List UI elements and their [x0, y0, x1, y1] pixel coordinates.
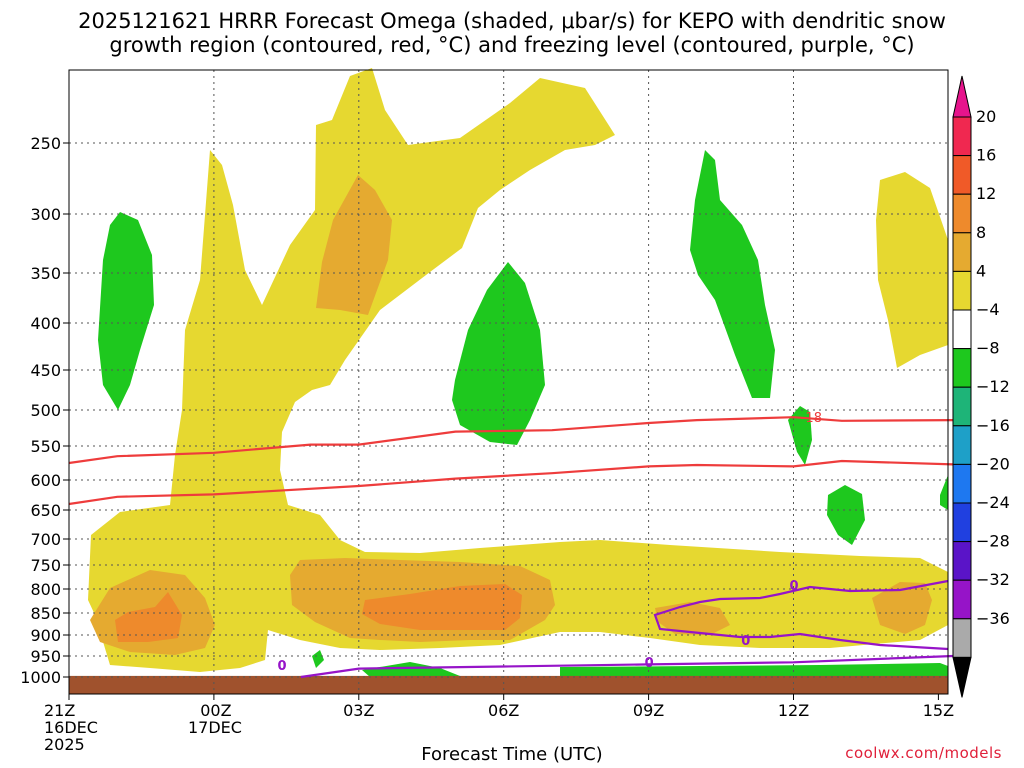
chart-title-line-1: 2025121621 HRRR Forecast Omega (shaded, … — [78, 9, 946, 33]
y-tick-label: 550 — [30, 437, 61, 456]
colorbar-label: −16 — [976, 416, 1010, 435]
y-tick-label: 400 — [30, 314, 61, 333]
colorbar-swatch — [952, 232, 972, 272]
y-tick-label: 900 — [30, 626, 61, 645]
y-tick-label: 500 — [30, 401, 61, 420]
omega-region-green-left — [98, 212, 154, 410]
omega-region-yellow-upper-right — [876, 172, 948, 368]
y-tick-label: 650 — [30, 501, 61, 520]
colorbar-label: −32 — [976, 570, 1010, 589]
colorbar-swatch — [952, 270, 972, 311]
omega-region-green-surface-left — [362, 662, 460, 678]
colorbar-swatch — [952, 309, 972, 350]
y-tick-label: 250 — [30, 134, 61, 153]
x-tick-label: 09Z — [633, 701, 664, 720]
y-tick-label: 600 — [30, 471, 61, 490]
colorbar-swatch — [952, 116, 972, 157]
dendritic-contour-line — [68, 416, 953, 465]
colorbar-label: 8 — [976, 223, 986, 242]
colorbar-swatch — [952, 386, 972, 427]
colorbar-label: −20 — [976, 454, 1010, 473]
dendritic-contour-label: -18 — [801, 411, 822, 426]
omega-region-yellow-main — [88, 68, 948, 672]
omega-region-green-upper-right — [690, 150, 775, 398]
omega-region-green-far-right — [940, 475, 948, 510]
y-tick-label: 350 — [30, 264, 61, 283]
chart-title-line-2: growth region (contoured, red, °C) and f… — [109, 33, 915, 57]
x-tick-label: 21Z — [44, 701, 75, 720]
omega-region-green-dot — [312, 650, 324, 668]
x-tick-label: 00Z — [200, 701, 231, 720]
omega-region-green-mid-right — [827, 485, 865, 545]
freezing-level-label: 0 — [278, 659, 287, 674]
y-tick-label: 850 — [30, 604, 61, 623]
y-tick-label: 450 — [30, 361, 61, 380]
colorbar-swatch — [952, 502, 972, 543]
y-tick-label: 700 — [30, 530, 61, 549]
colorbar-top-arrow — [952, 75, 972, 118]
y-tick-label: 300 — [30, 205, 61, 224]
colorbar-label: 4 — [976, 261, 986, 280]
credit-text[interactable]: coolwx.com/models — [845, 744, 1002, 762]
x-tick-label: 16DEC — [44, 718, 98, 737]
colorbar-label: −24 — [976, 493, 1010, 512]
freezing-level-label: 0 — [741, 634, 750, 649]
colorbar-swatch — [952, 463, 972, 504]
y-tick-label: 750 — [30, 556, 61, 575]
colorbar-swatch — [952, 618, 972, 658]
colorbar-label: −12 — [976, 377, 1010, 396]
omega-region-green-center — [452, 262, 545, 445]
x-tick-label: 03Z — [343, 701, 374, 720]
colorbar-swatch — [952, 425, 972, 465]
colorbar-label: 16 — [976, 146, 996, 165]
ground-surface — [69, 675, 948, 694]
x-tick-label: 15Z — [923, 701, 954, 720]
y-tick-label: 1000 — [20, 668, 61, 687]
colorbar-label: 12 — [976, 184, 996, 203]
omega-region-green-surface — [560, 663, 948, 677]
y-tick-label: 950 — [30, 647, 61, 666]
colorbar-swatch — [952, 155, 972, 195]
colorbar-label: −4 — [976, 300, 1000, 319]
colorbar-label: −8 — [976, 339, 1000, 358]
x-tick-label: 17DEC — [188, 718, 242, 737]
colorbar-swatch — [952, 193, 972, 234]
omega-region-darkorange-center — [362, 584, 522, 630]
colorbar-label: −28 — [976, 532, 1010, 551]
y-tick-label: 800 — [30, 580, 61, 599]
colorbar-swatch — [952, 579, 972, 620]
omega-region-darkorange-left — [115, 592, 182, 642]
dendritic-contour-line — [68, 459, 953, 506]
freezing-level-label: 0 — [790, 579, 799, 594]
x-axis-label: Forecast Time (UTC) — [421, 744, 603, 765]
freezing-level-label: 0 — [645, 656, 654, 671]
colorbar-bottom-arrow — [952, 656, 972, 698]
x-tick-label: 06Z — [488, 701, 519, 720]
freezing-level-contour-line — [300, 654, 953, 679]
x-tick-label: 2025 — [44, 735, 85, 754]
freezing-level-contour-loop — [653, 579, 949, 651]
colorbar-label: 20 — [976, 107, 996, 126]
omega-region-orange-far-right — [872, 582, 932, 634]
omega-region-orange-upper — [316, 175, 392, 315]
colorbar-swatch — [952, 541, 972, 581]
omega-region-green-narrow — [788, 406, 812, 465]
x-tick-label: 12Z — [778, 701, 809, 720]
omega-region-orange-right-low — [655, 602, 730, 635]
colorbar-label: −36 — [976, 609, 1010, 628]
colorbar-swatch — [952, 348, 972, 388]
